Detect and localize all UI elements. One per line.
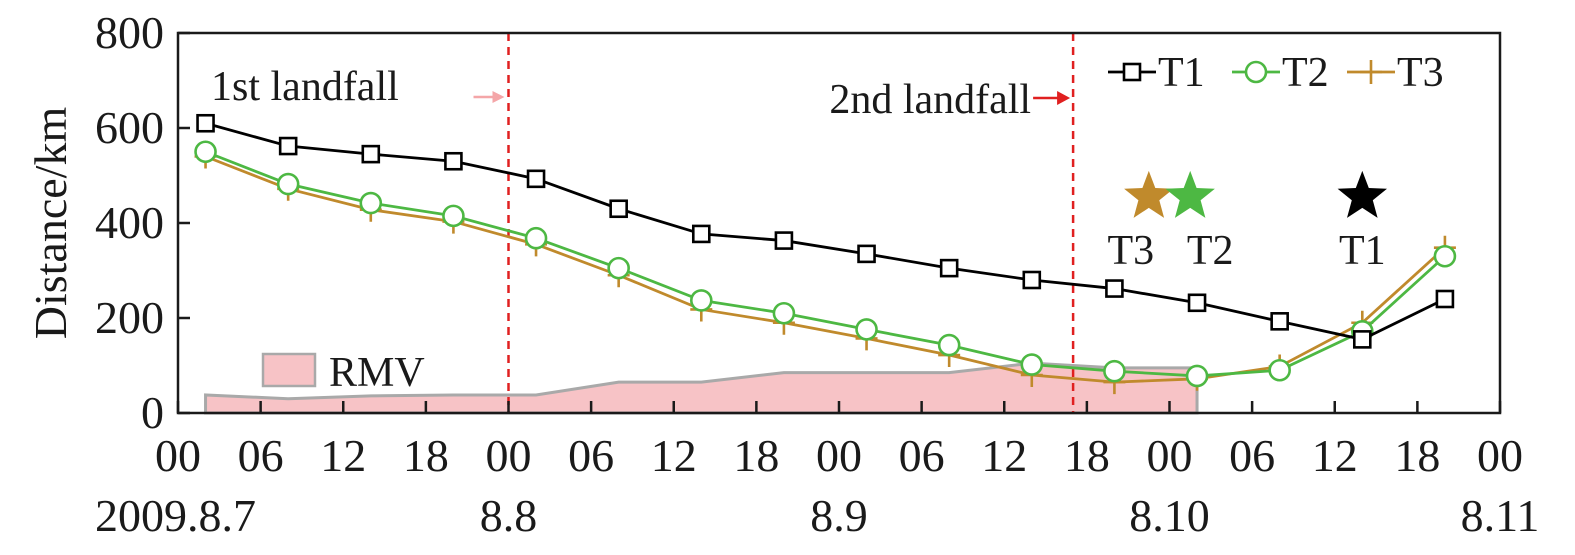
x-tick-label-11: 18 — [1064, 430, 1110, 481]
data-point-t2-12 — [1185, 364, 1209, 388]
data-point-t1-13 — [1270, 312, 1289, 331]
data-point-t2-11 — [1103, 359, 1126, 383]
data-point-t1-1 — [278, 136, 298, 156]
star-icon-t3 — [1124, 170, 1174, 218]
rmv-legend-label: RMV — [329, 350, 425, 396]
legend-label-t3: T3 — [1397, 50, 1444, 96]
star-label-t1: T1 — [1339, 228, 1386, 274]
legend-label-t1: T1 — [1158, 50, 1205, 96]
data-point-t1-12 — [1187, 293, 1207, 313]
x-tick-label-7: 18 — [733, 430, 779, 481]
ticks-layer: 0 200 400 600 800 00 06 12 18 00 06 12 18 00 06 12 18 00 0… — [95, 7, 1539, 541]
data-point-t2-9 — [937, 333, 961, 357]
data-point-t2-4 — [524, 226, 548, 250]
x-tick-label-15: 18 — [1394, 430, 1440, 481]
series-line-t2 — [205, 150, 1446, 378]
data-point-t2-2 — [359, 191, 383, 215]
data-point-t2-13 — [1268, 358, 1291, 382]
x-tick-label-5: 06 — [568, 430, 614, 481]
rmv-area — [204, 361, 1199, 415]
data-point-t1-14 — [1352, 330, 1372, 349]
legend-marker-t1 — [1122, 62, 1142, 82]
date-label-1: 8.8 — [480, 490, 538, 541]
x-tick-label-10: 12 — [981, 430, 1027, 481]
data-point-t1-9 — [939, 258, 959, 278]
data-point-t2-7 — [772, 301, 796, 325]
x-tick-label-0: 00 — [155, 430, 201, 481]
x-tick-label-6: 12 — [651, 430, 697, 481]
series-line-t1 — [205, 121, 1446, 341]
data-point-t2-1 — [276, 172, 300, 196]
legend-marker-t3 — [1360, 60, 1382, 84]
legend-marker-t2 — [1244, 60, 1268, 84]
x-tick-label-14: 12 — [1312, 430, 1358, 481]
data-point-t1-8 — [857, 244, 876, 264]
x-tick-label-13: 06 — [1229, 430, 1275, 481]
y-tick-label-0: 0 — [141, 387, 164, 438]
x-tick-label-9: 06 — [899, 430, 945, 481]
data-point-t1-5 — [609, 199, 628, 219]
rmv-legend-swatch — [261, 352, 317, 388]
x-tick-label-12: 00 — [1147, 430, 1193, 481]
x-tick-label-3: 18 — [403, 430, 449, 481]
y-tick-label-2: 400 — [95, 197, 164, 248]
data-point-t1-10 — [1022, 270, 1042, 290]
data-point-t2-5 — [607, 256, 630, 280]
x-tick-label-4: 00 — [486, 430, 532, 481]
data-point-t1-11 — [1105, 279, 1124, 298]
data-point-t1-3 — [444, 151, 463, 171]
data-point-t1-15 — [1435, 289, 1455, 309]
legend-label-t2: T2 — [1282, 50, 1329, 96]
landfall-lines-layer — [507, 33, 1075, 413]
annotation-first-landfall: 1st landfall — [211, 64, 399, 110]
star-label-t2: T2 — [1187, 228, 1234, 274]
x-tick-label-1: 06 — [238, 430, 284, 481]
data-point-t1-2 — [361, 144, 381, 164]
star-icon-t2 — [1165, 170, 1215, 218]
data-point-t2-3 — [442, 204, 465, 228]
data-point-t2-15 — [1433, 244, 1457, 268]
y-tick-label-4: 800 — [95, 7, 164, 58]
x-tick-label-8: 00 — [816, 430, 862, 481]
date-label-4: 8.11 — [1461, 490, 1540, 541]
data-point-t1-7 — [774, 231, 794, 250]
annotation-second-landfall: 2nd landfall — [829, 77, 1031, 123]
annotations-layer: 1st landfall 2nd landfall RMV — [211, 64, 1071, 396]
y-axis-title: Distance/km — [25, 107, 76, 340]
star-icon-t1 — [1337, 170, 1387, 218]
data-point-t2-6 — [689, 289, 713, 312]
data-point-t1-6 — [691, 224, 711, 244]
data-point-t2-10 — [1020, 353, 1044, 376]
date-label-2: 8.9 — [810, 490, 868, 541]
y-tick-label-1: 200 — [95, 292, 164, 343]
series-layer — [194, 113, 1457, 395]
data-point-t1-0 — [196, 113, 215, 133]
date-label-0: 2009.8.7 — [95, 490, 256, 541]
legend: T1 T2 T3 — [1108, 50, 1444, 96]
star-label-t3: T3 — [1108, 228, 1155, 274]
annotation-arrowhead-1 — [492, 91, 505, 103]
data-point-t1-4 — [526, 169, 546, 189]
data-point-t2-8 — [855, 318, 878, 341]
annotation-arrowhead-2 — [1057, 91, 1071, 105]
star-markers-layer: T3 T2 T1 — [1108, 170, 1387, 274]
date-label-3: 8.10 — [1129, 490, 1210, 541]
rmv-area-layer — [204, 361, 1199, 415]
x-tick-label-2: 12 — [320, 430, 366, 481]
y-tick-label-3: 600 — [95, 102, 164, 153]
x-tick-label-16: 00 — [1477, 430, 1523, 481]
data-point-t2-0 — [194, 140, 217, 164]
series-line-t3 — [205, 155, 1446, 384]
